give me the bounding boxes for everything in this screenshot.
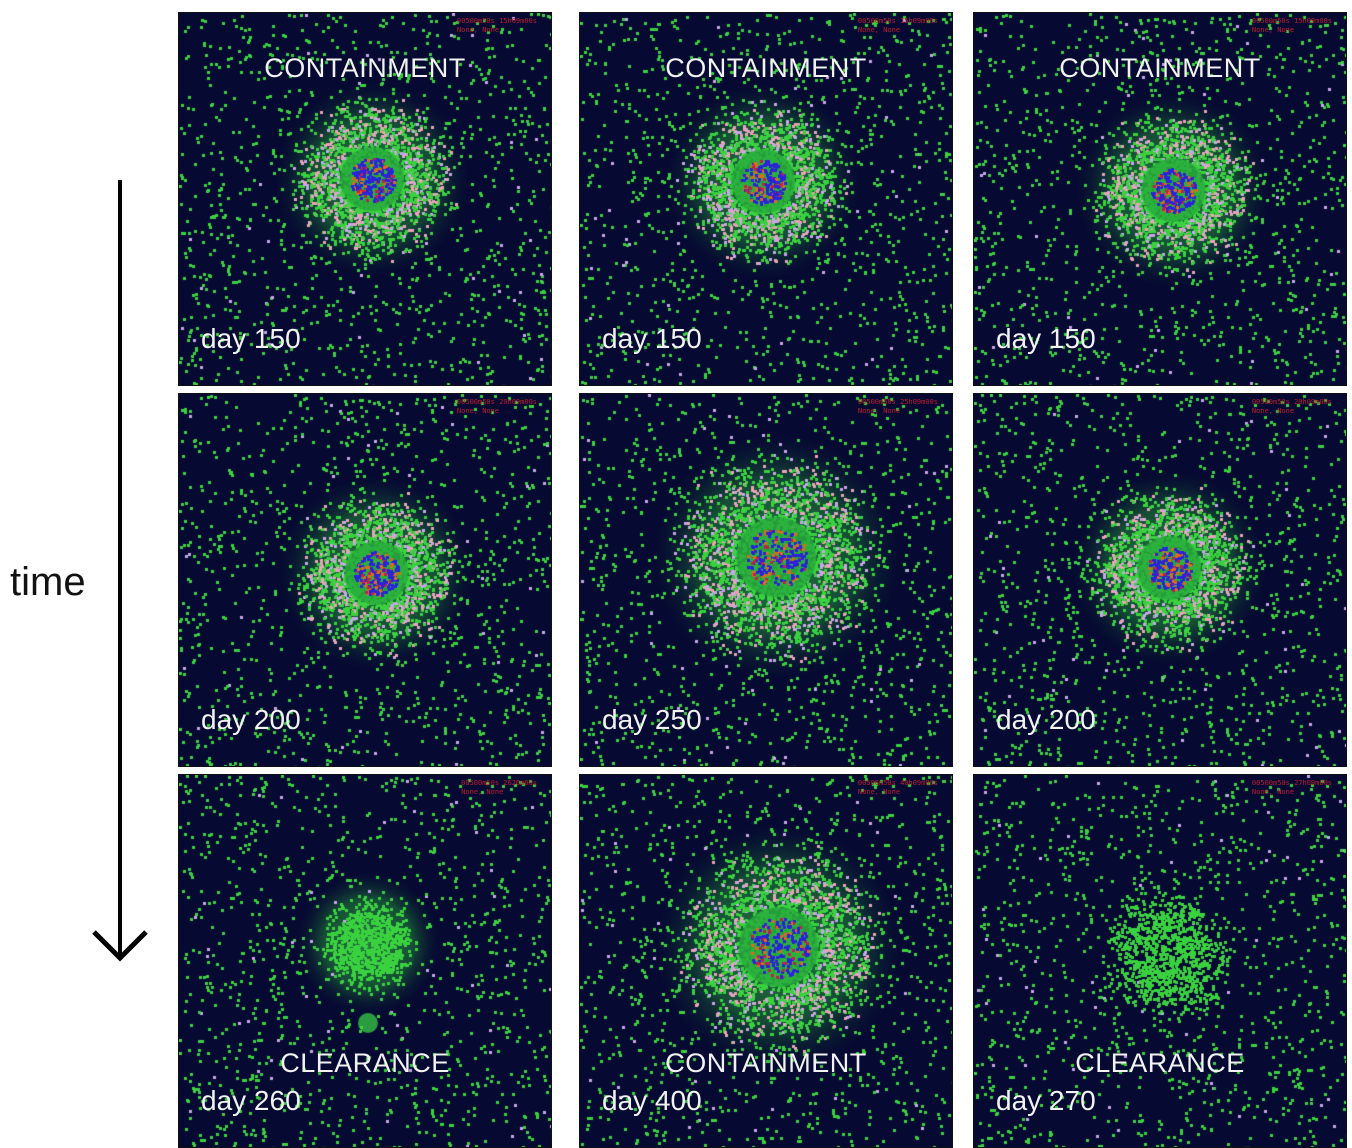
- panel-header-line: 00500m50s 25h09m00s: [857, 398, 938, 406]
- time-arrow-icon: [92, 180, 148, 962]
- day-label: day 200: [996, 704, 1096, 735]
- granuloma-simulation-image: [179, 13, 551, 385]
- panel-header-line: 00500m50s 40h09m00s: [857, 779, 938, 787]
- panel-header-line: None, None: [857, 788, 901, 796]
- simulation-panel: 00500m50s 15h09m00s None, None CONTAINMENT…: [973, 12, 1347, 386]
- outcome-label: CLEARANCE: [280, 1048, 450, 1078]
- panel-header-line: None, None: [461, 788, 504, 796]
- panel-header-line: 00500m50s 15h09m00s: [857, 17, 938, 25]
- panel-header-line: 00500m50s 15h09m00s: [456, 17, 537, 25]
- panel-header-readout: 00500m50s 2626m00s None, None: [461, 779, 537, 797]
- granuloma-simulation-image: [580, 775, 952, 1147]
- panel-header-line: 00500m50s 27h09m00s: [1251, 779, 1332, 787]
- panel-header-readout: 00500m50s 15h09m00s None, None: [858, 17, 938, 35]
- day-label: day 270: [996, 1085, 1096, 1116]
- panel-header-line: 00500m50s 20h09m00s: [456, 398, 537, 406]
- day-label: day 200: [201, 704, 301, 735]
- day-label: day 250: [602, 704, 702, 735]
- panel-header-line: None, None: [1251, 407, 1295, 415]
- granuloma-simulation-image: [179, 394, 551, 766]
- simulation-panel: 00500m50s 40h09m00s None, None CONTAINMENT…: [579, 774, 953, 1148]
- panel-header-readout: 00500m50s 20h09m00s None, None: [1252, 398, 1332, 416]
- outcome-label: CONTAINMENT: [665, 1048, 867, 1078]
- granuloma-simulation-image: [974, 394, 1346, 766]
- panel-header-readout: 00500m50s 27h09m00s None, None: [1252, 779, 1332, 797]
- simulation-panel: 00500m50s 2626m00s None, None CLEARANCE day…: [178, 774, 552, 1148]
- day-label: day 400: [602, 1085, 702, 1116]
- simulation-column-2: 00500m50s 15h09m00s None, None CONTAINMENT…: [579, 12, 953, 1148]
- panel-header-readout: 00500m50s 15h09m00s None, None: [1252, 17, 1332, 35]
- panel-header-readout: 00500m50s 40h09m00s None, None: [858, 779, 938, 797]
- simulation-panel: 00500m50s 20h09m00s None, None day 200: [178, 393, 552, 767]
- granuloma-simulation-image: [179, 775, 551, 1147]
- panel-header-line: None, None: [1251, 788, 1295, 796]
- simulation-panel: 00500m50s 27h09m00s None, None CLEARANCE da…: [973, 774, 1347, 1148]
- panel-header-line: None, None: [456, 26, 500, 34]
- day-label: day 150: [602, 323, 702, 354]
- granuloma-simulation-image: [974, 13, 1346, 385]
- panel-header-line: None, None: [857, 26, 901, 34]
- granuloma-simulation-image: [580, 394, 952, 766]
- panel-header-line: None, None: [1251, 26, 1295, 34]
- panel-header-line: None, None: [857, 407, 901, 415]
- simulation-column-1: 00500m50s 15h09m00s None, None CONTAINMENT…: [178, 12, 552, 1148]
- simulation-panel: 00500m50s 25h09m00s None, None day 250: [579, 393, 953, 767]
- day-label: day 260: [201, 1085, 301, 1116]
- simulation-panel: 00500m50s 20h09m00s None, None day 200: [973, 393, 1347, 767]
- outcome-label: CONTAINMENT: [665, 53, 867, 83]
- day-label: day 150: [201, 323, 301, 354]
- panel-header-line: 00500m50s 20h09m00s: [1251, 398, 1332, 406]
- simulation-column-3: 00500m50s 15h09m00s None, None CONTAINMENT…: [973, 12, 1347, 1148]
- simulation-panel: 00500m50s 15h09m00s None, None CONTAINMENT…: [178, 12, 552, 386]
- panel-header-line: None, None: [456, 407, 500, 415]
- simulation-panel: 00500m50s 15h09m00s None, None CONTAINMENT…: [579, 12, 953, 386]
- outcome-label: CONTAINMENT: [1059, 53, 1261, 83]
- granuloma-simulation-image: [580, 13, 952, 385]
- panel-header-line: 00500m50s 2626m00s: [461, 779, 537, 787]
- outcome-label: CLEARANCE: [1075, 1048, 1245, 1078]
- day-label: day 150: [996, 323, 1096, 354]
- outcome-label: CONTAINMENT: [264, 53, 466, 83]
- time-axis-label: time: [10, 560, 86, 604]
- panel-header-readout: 00500m50s 20h09m00s None, None: [457, 398, 537, 416]
- granuloma-simulation-image: [974, 775, 1346, 1147]
- panel-header-line: 00500m50s 15h09m00s: [1251, 17, 1332, 25]
- panel-header-readout: 00500m50s 15h09m00s None, None: [457, 17, 537, 35]
- panel-header-readout: 00500m50s 25h09m00s None, None: [858, 398, 938, 416]
